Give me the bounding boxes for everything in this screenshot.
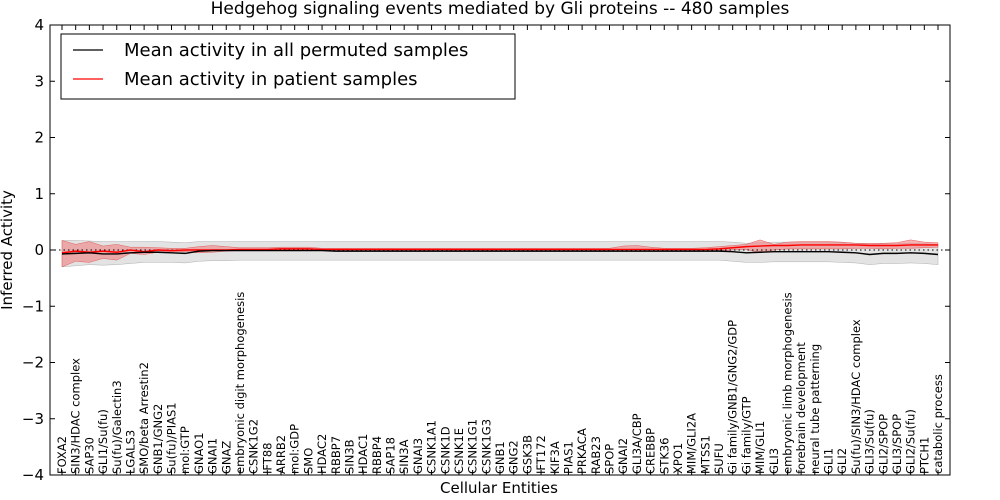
y-tick-label: −2 xyxy=(22,354,44,372)
y-tick-label: 2 xyxy=(34,129,44,147)
x-tick-label: MIM/GLI1 xyxy=(753,421,767,474)
x-tick-label: Gi family/GNB1/GNG2/GDP xyxy=(726,320,740,474)
x-tick-label: CSNK1E xyxy=(452,428,466,474)
x-tick-label: Su(fu)/SIN3/HDAC complex xyxy=(849,319,863,474)
x-tick-label: HDAC2 xyxy=(315,434,329,474)
x-tick-label: GLI2 xyxy=(835,448,849,474)
x-axis-ticks: FOXA2 SIN3/HDAC complex SAP30 GLI1/Su(fu) Su… xyxy=(55,25,945,475)
x-tick-label: GNAI2 xyxy=(616,438,630,474)
x-tick-label: IFT172 xyxy=(534,435,548,474)
x-tick-label: neural tube patterning xyxy=(808,344,822,474)
x-tick-label: embryonic digit morphogenesis xyxy=(233,292,247,474)
x-tick-label: GNAI1 xyxy=(206,438,220,474)
x-tick-label: SAP30 xyxy=(82,437,96,474)
x-tick-label: PRKACA xyxy=(575,428,589,474)
x-tick-label: PIAS1 xyxy=(561,441,575,474)
y-tick-label: −1 xyxy=(22,297,44,315)
x-tick-label: IFT88 xyxy=(260,443,274,474)
x-tick-label: ARRB2 xyxy=(274,435,288,474)
x-tick-label: GLI3/Su(fu) xyxy=(863,409,877,474)
patient-mean-line xyxy=(61,244,938,254)
x-tick-label: GLI3/SPOP xyxy=(890,414,904,474)
x-tick-label: Gi family/GTP xyxy=(739,396,753,474)
x-tick-label: STK36 xyxy=(657,438,671,475)
x-tick-label: SMO/beta Arrestin2 xyxy=(137,362,151,474)
x-tick-label: GLI1 xyxy=(822,448,836,474)
series-lines xyxy=(61,244,939,256)
x-tick-label: GNG2 xyxy=(507,440,521,474)
x-tick-label: FOXA2 xyxy=(55,436,69,474)
x-tick-label: GNAI3 xyxy=(411,438,425,474)
x-tick-label: CSNK1D xyxy=(438,426,452,474)
legend: Mean activity in all permuted samples Me… xyxy=(60,33,516,100)
x-tick-label: GLI1/Su(fu) xyxy=(96,409,110,474)
x-tick-label: Su(fu)/Galectin3 xyxy=(110,380,124,474)
x-tick-label: GLI2/Su(fu) xyxy=(904,409,918,474)
x-tick-label: CREBBP xyxy=(644,428,658,474)
x-tick-label: GNAZ xyxy=(219,441,233,474)
x-tick-label: RAB23 xyxy=(589,436,603,474)
y-tick-label: −3 xyxy=(22,410,44,428)
legend-label-permuted: Mean activity in all permuted samples xyxy=(124,40,468,61)
x-tick-label: KIF3A xyxy=(548,441,562,474)
x-tick-label: CSNK1G1 xyxy=(466,419,480,474)
x-tick-label: PTCH1 xyxy=(917,437,931,474)
x-tick-label: SIN3B xyxy=(342,439,356,474)
permuted-mean-line xyxy=(61,249,939,256)
chart-title: Hedgehog signaling events mediated by Gl… xyxy=(211,0,790,19)
y-tick-label: −4 xyxy=(22,466,44,484)
x-tick-label: Su(fu)/PIAS1 xyxy=(165,402,179,474)
y-axis-ticks: −4 −3 −2 −1 0 1 2 3 4 xyxy=(22,16,950,484)
x-tick-label: CSNK1G2 xyxy=(247,419,261,474)
x-tick-label: RBBP4 xyxy=(370,436,384,474)
x-tick-label: SIN3/HDAC complex xyxy=(69,358,83,474)
y-axis-label: Inferred Activity xyxy=(0,190,16,310)
x-tick-label: HDAC1 xyxy=(356,434,370,474)
x-tick-label: GNAO1 xyxy=(192,432,206,474)
x-tick-label: LGALS3 xyxy=(123,430,137,474)
x-tick-label: GLI2/SPOP xyxy=(876,414,890,474)
x-tick-label: embryonic limb morphogenesis xyxy=(780,292,794,474)
x-tick-label: GSK3B xyxy=(520,435,534,474)
x-tick-label: SAP18 xyxy=(384,437,398,474)
x-tick-label: SUFU xyxy=(712,443,726,474)
x-tick-label: MIM/GLI2A xyxy=(685,413,699,474)
x-tick-label: mol:GTP xyxy=(178,426,192,474)
legend-label-patient: Mean activity in patient samples xyxy=(124,69,418,90)
y-tick-label: 1 xyxy=(34,185,44,203)
x-tick-label: GNB1 xyxy=(493,441,507,474)
x-tick-label: SIN3A xyxy=(397,439,411,474)
x-axis-label: Cellular Entities xyxy=(440,479,558,497)
x-tick-label: GLI3 xyxy=(767,448,781,474)
x-tick-label: CSNK1A1 xyxy=(425,420,439,474)
y-tick-label: 4 xyxy=(34,16,44,34)
x-tick-label: MTSS1 xyxy=(698,435,712,474)
x-tick-label: SPOP xyxy=(603,444,617,474)
x-tick-label: forebrain development xyxy=(794,342,808,474)
x-tick-label: RBBP7 xyxy=(329,436,343,474)
x-tick-label: GLI3A/CBP xyxy=(630,413,644,474)
x-tick-label: CSNK1G3 xyxy=(479,419,493,474)
x-tick-label: GNB1/GNG2 xyxy=(151,404,165,474)
x-tick-label: SMO xyxy=(301,448,315,474)
x-tick-label: catabolic process xyxy=(931,374,945,474)
legend-box xyxy=(60,33,516,100)
y-tick-label: 0 xyxy=(34,241,44,259)
x-tick-label: mol:GDP xyxy=(288,424,302,474)
x-tick-label: XPO1 xyxy=(671,443,685,474)
y-tick-label: 3 xyxy=(34,72,44,90)
